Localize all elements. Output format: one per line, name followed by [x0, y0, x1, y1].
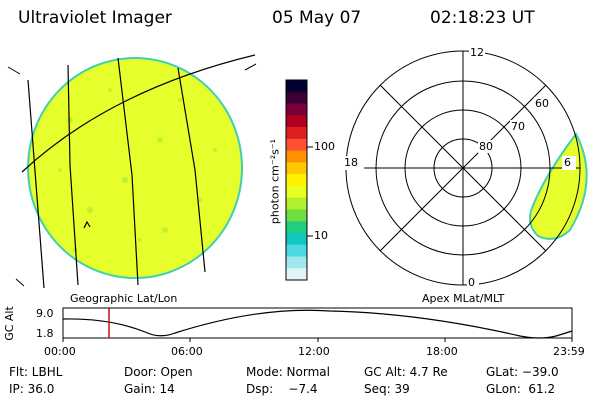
date-label: 05 May 07 [272, 8, 362, 28]
strip-ytick-9: 9.0 [36, 307, 54, 320]
colorbar-frame [285, 79, 308, 281]
parallel-1 [21, 54, 256, 173]
instrument-title: Ultraviolet Imager [18, 8, 172, 28]
edge-ticks [7, 63, 257, 287]
colorbar-label-10: 10 [314, 229, 328, 242]
altitude-strip [62, 307, 573, 342]
altitude-curve [62, 309, 573, 339]
axis-diag-2 [379, 84, 547, 252]
colorbar-cell [286, 127, 307, 140]
time-label: 02:18:23 UT [430, 8, 535, 28]
colorbar-cell [286, 162, 307, 175]
colorbar-cell [286, 197, 307, 210]
strip-xtick-0000: 00:00 [44, 345, 76, 358]
lat-label-60: 60 [535, 97, 549, 110]
status-flt: Flt: LBHL [9, 365, 63, 379]
strip-ytick-1-8: 1.8 [36, 327, 54, 340]
earth-disk [27, 57, 243, 279]
coast-fragment [83, 220, 91, 229]
disk-speckle [58, 88, 217, 252]
strip-xtick-1800: 18:00 [426, 345, 458, 358]
colorbar-cell [286, 103, 307, 116]
colorbar-cell [286, 232, 307, 246]
colorbar-cell [286, 221, 307, 234]
geographic-caption: Geographic Lat/Lon [70, 292, 178, 305]
strip-xtick-0600: 06:00 [171, 345, 203, 358]
lat-lon-grid [21, 54, 256, 289]
status-dsp: Dsp: −7.4 [246, 382, 318, 396]
label-backgrounds [342, 47, 576, 289]
colorbar-cell [286, 91, 307, 105]
status-glat: GLat: −39.0 [486, 365, 559, 379]
colorbar-cell [286, 80, 307, 93]
meridian-3 [117, 57, 139, 286]
meridian-4 [177, 67, 206, 273]
status-ip: IP: 36.0 [9, 382, 55, 396]
colorbar-cell [286, 209, 307, 222]
geographic-image [7, 54, 257, 289]
colorbar-cells [286, 80, 307, 281]
colorbar-cell [286, 115, 307, 128]
mlt-label-0: 0 [468, 276, 475, 289]
colorbar-label-100: 100 [314, 140, 335, 153]
status-seq: Seq: 39 [364, 382, 410, 396]
status-gc-alt: GC Alt: 4.7 Re [364, 365, 448, 379]
meridian-2 [67, 64, 79, 286]
strip-xtick-1200: 12:00 [298, 345, 330, 358]
mlt-label-18: 18 [344, 156, 358, 169]
strip-ticks [62, 338, 573, 342]
colorbar-unit-label: photon cm⁻²s⁻¹ [268, 138, 282, 225]
colorbar-cell [286, 174, 307, 187]
strip-frame [62, 307, 573, 339]
colorbar-cell [286, 150, 307, 163]
status-mode: Mode: Normal [246, 365, 330, 379]
polar-caption: Apex MLat/MLT [422, 292, 505, 305]
lat-label-70: 70 [511, 120, 525, 133]
colorbar-cell [286, 256, 307, 269]
colorbar-cell [286, 244, 307, 257]
status-glon: GLon: 61.2 [486, 382, 556, 396]
colorbar [285, 79, 313, 281]
mlt-label-6: 6 [564, 156, 571, 169]
colorbar-cell [286, 185, 307, 199]
mlt-label-12: 12 [470, 46, 484, 59]
polar-plot [342, 47, 588, 289]
colorbar-cell [286, 268, 307, 281]
strip-xtick-2359: 23:59 [553, 345, 585, 358]
status-gain: Gain: 14 [124, 382, 175, 396]
colorbar-cell [286, 138, 307, 152]
lat-label-80: 80 [479, 140, 493, 153]
status-door: Door: Open [124, 365, 193, 379]
meridian-1 [27, 79, 45, 289]
strip-ylabel: GC Alt [2, 306, 16, 341]
